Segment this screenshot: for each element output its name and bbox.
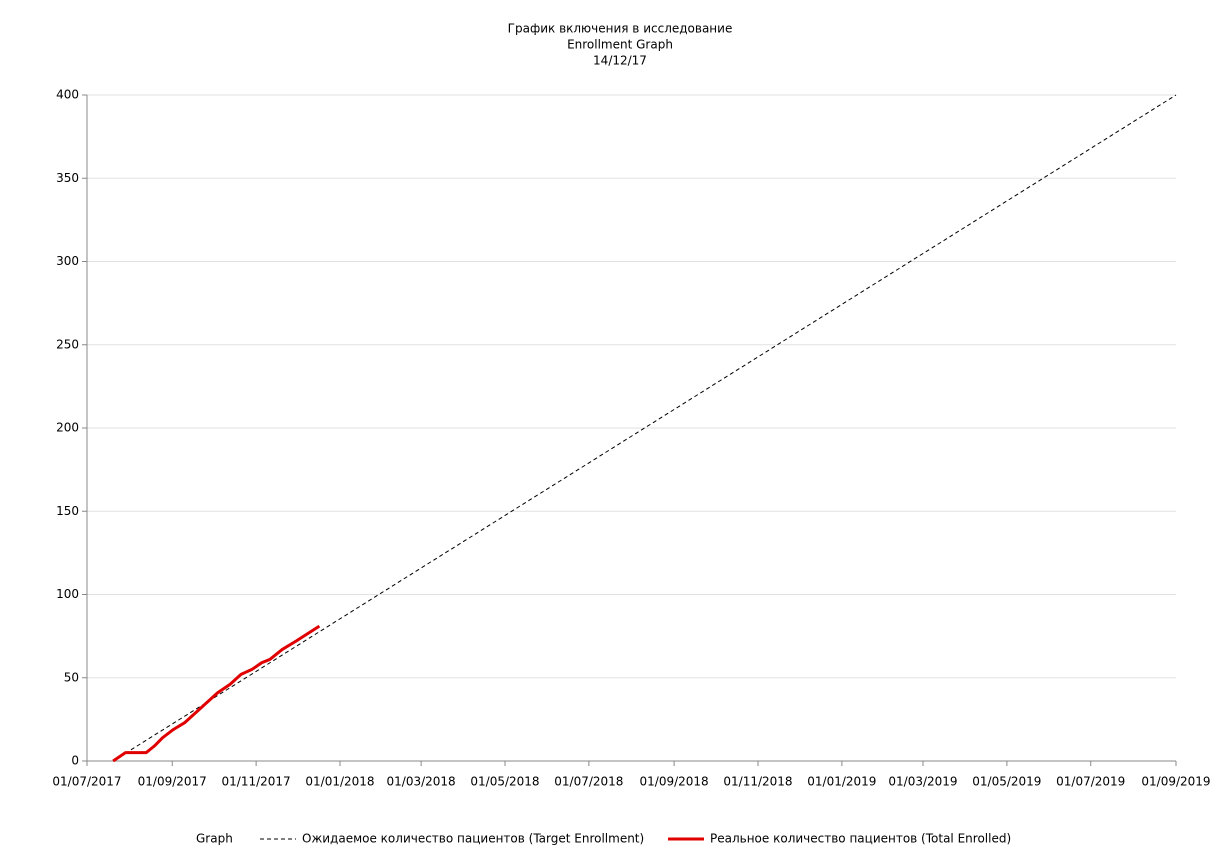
x-tick-label: 01/01/2018 (305, 775, 374, 789)
x-tick-label: 01/07/2019 (1056, 775, 1125, 789)
y-tick-label: 350 (56, 171, 79, 185)
x-tick-label: 01/11/2018 (723, 775, 792, 789)
series-line (112, 624, 321, 763)
y-tick-label: 200 (56, 421, 79, 435)
x-tick-label: 01/07/2017 (52, 775, 121, 789)
legend-title: Graph (196, 832, 233, 846)
x-tick-label: 01/09/2018 (640, 775, 709, 789)
x-tick-label: 01/03/2018 (387, 775, 456, 789)
chart-title: График включения в исследование (508, 22, 733, 36)
y-tick-label: 150 (56, 504, 79, 518)
y-tick-label: 300 (56, 254, 79, 268)
x-tick-label: 01/11/2017 (222, 775, 291, 789)
x-tick-label: 01/05/2019 (972, 775, 1041, 789)
legend-label: Ожидаемое количество пациентов (Target E… (302, 832, 644, 846)
x-tick-label: 01/01/2019 (807, 775, 876, 789)
y-tick-label: 100 (56, 587, 79, 601)
x-tick-label: 01/09/2017 (138, 775, 207, 789)
y-tick-label: 400 (56, 88, 79, 102)
x-tick-label: 01/03/2019 (888, 775, 957, 789)
chart-date: 14/12/17 (593, 54, 647, 68)
x-tick-label: 01/09/2019 (1141, 775, 1210, 789)
y-tick-label: 0 (71, 754, 79, 768)
legend-label: Реальное количество пациентов (Total Enr… (710, 832, 1011, 846)
chart-subtitle: Enrollment Graph (567, 38, 673, 52)
series-line (112, 94, 1177, 762)
y-tick-label: 50 (64, 670, 79, 684)
y-tick-label: 250 (56, 337, 79, 351)
x-tick-label: 01/07/2018 (554, 775, 623, 789)
x-tick-label: 01/05/2018 (470, 775, 539, 789)
